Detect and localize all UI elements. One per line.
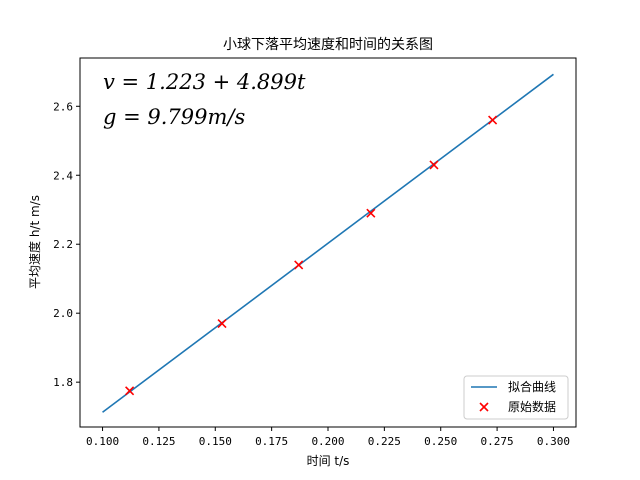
x-tick-label: 0.175 <box>255 435 288 448</box>
y-tick-label: 2.2 <box>53 238 73 251</box>
x-tick-label: 0.125 <box>142 435 175 448</box>
data-point <box>429 160 439 170</box>
fit-line <box>102 73 554 413</box>
data-point <box>217 318 227 329</box>
x-tick-label: 0.225 <box>368 435 401 448</box>
legend-label-data: 原始数据 <box>508 399 556 414</box>
annotation-fit-equation: v = 1.223 + 4.899t <box>103 70 306 94</box>
x-axis: 0.100 0.125 0.150 0.175 0.200 0.225 0.250 0.275… <box>86 427 570 448</box>
data-point <box>294 260 304 270</box>
x-tick-label: 0.300 <box>537 435 570 448</box>
y-axis: 1.8 2.0 2.2 2.4 2.6 <box>53 100 80 389</box>
data-points-layer <box>125 115 498 396</box>
legend-label-fit: 拟合曲线 <box>508 379 556 394</box>
y-tick-label: 2.4 <box>53 169 73 182</box>
x-tick-label: 0.250 <box>424 435 457 448</box>
x-tick-label: 0.150 <box>199 435 232 448</box>
data-point <box>488 115 498 125</box>
data-point <box>125 386 135 396</box>
annotation-gravity: g = 9.799m/s <box>103 105 245 129</box>
y-axis-label: 平均速度 h/t m/s <box>27 195 42 289</box>
y-tick-label: 2.6 <box>53 100 73 113</box>
legend: 拟合曲线 原始数据 <box>463 375 569 420</box>
x-axis-label: 时间 t/s <box>307 454 350 468</box>
y-tick-label: 1.8 <box>53 376 73 389</box>
x-tick-label: 0.200 <box>311 435 344 448</box>
chart-title: 小球下落平均速度和时间的关系图 <box>223 37 433 53</box>
x-tick-label: 0.100 <box>86 435 119 448</box>
legend-marker-swatch <box>479 402 489 412</box>
y-tick-label: 2.0 <box>53 307 73 320</box>
x-tick-label: 0.275 <box>481 435 514 448</box>
data-point <box>366 208 376 218</box>
fit-line-layer <box>102 73 554 413</box>
